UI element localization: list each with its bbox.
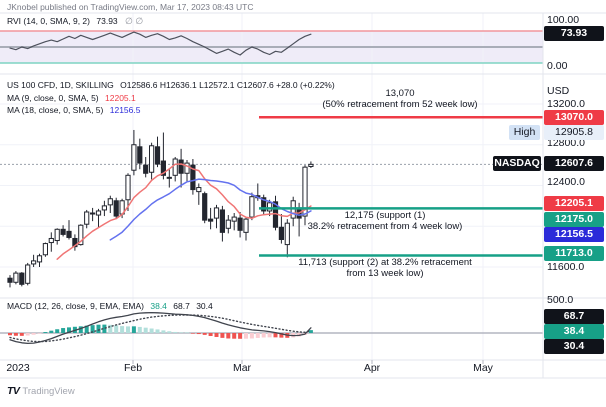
- rvi-value-badge: 73.93: [544, 26, 604, 41]
- high-value-badge: 12905.8: [544, 125, 604, 140]
- ma18-price-badge: 12156.5: [544, 227, 604, 242]
- rvi-axis-bottom-tick: 0.00: [547, 60, 568, 72]
- symbol-ohlc-values: O12586.6 H12636.1 L12572.1 C12607.6 +28.…: [120, 80, 335, 90]
- support2-price-badge: 11713.0: [544, 246, 604, 261]
- macd-value-badge: 68.7: [544, 309, 604, 324]
- support1-price-badge: 12175.0: [544, 212, 604, 227]
- price-tick-12800: 12800.0: [547, 137, 585, 149]
- ma9-legend-value: 12205.1: [105, 93, 136, 103]
- support2-annotation-line1: 11,713 (support (2) at 38.2% retracement: [298, 257, 472, 268]
- macd-legend-label: MACD (12, 26, close, 9, EMA, EMA): [7, 301, 144, 311]
- resistance-annotation: 13,070 (50% retracement from 52 week low…: [260, 88, 540, 110]
- support1-annotation-line2: 38.2% retracement from 4 week low): [307, 220, 463, 232]
- macd-legend[interactable]: MACD (12, 26, close, 9, EMA, EMA) 38.4 6…: [7, 301, 213, 311]
- ma9-legend[interactable]: MA (9, close, 0, SMA, 5) 12205.1: [7, 93, 136, 103]
- resistance-annotation-line1: 13,070: [385, 88, 415, 99]
- currency-label: USD: [547, 85, 570, 97]
- rvi-legend[interactable]: RVI (14, 0, SMA, 9, 2) 73.93 ∅ ∅: [7, 16, 143, 27]
- tradingview-watermark: TV TradingView: [7, 385, 75, 397]
- nasdaq-label-badge: NASDAQ: [493, 156, 541, 171]
- price-tick-13200: 13200.0: [547, 98, 585, 110]
- symbol-title: US 100 CFD, 1D, SKILLING: [7, 80, 114, 90]
- support2-annotation: 11,713 (support (2) at 38.2% retracement…: [245, 257, 525, 279]
- macd-hist-badge: 38.4: [544, 324, 604, 339]
- ma18-legend-label: MA (18, close, 0, SMA, 5): [7, 105, 104, 115]
- support2-annotation-line2: from 13 week low): [346, 267, 424, 279]
- rvi-legend-label: RVI (14, 0, SMA, 9, 2): [7, 16, 90, 26]
- macd-line-value: 68.7: [173, 301, 190, 311]
- tradingview-logo-icon: TV: [7, 385, 20, 397]
- time-label-may: May: [473, 362, 493, 374]
- attribution-text: JKnobel published on TradingView.com, Ma…: [7, 2, 254, 12]
- time-label-2023: 2023: [6, 362, 30, 374]
- rvi-axis-top-tick: 100.00: [547, 14, 580, 26]
- symbol-legend[interactable]: US 100 CFD, 1D, SKILLING O12586.6 H12636…: [7, 80, 335, 90]
- support1-annotation-line1: 12,175 (support (1): [344, 210, 426, 221]
- price-tick-11600: 11600.0: [547, 261, 585, 273]
- macd-hist-value: 38.4: [150, 301, 167, 311]
- ma18-legend-value: 12156.5: [109, 105, 141, 115]
- macd-signal-value: 30.4: [196, 301, 213, 311]
- macd-axis-tick-500: 500.0: [547, 294, 574, 306]
- ma18-legend[interactable]: MA (18, close, 0, SMA, 5) 12156.5: [7, 105, 140, 115]
- price-tick-12400: 12400.0: [547, 176, 585, 188]
- macd-signal-badge: 30.4: [544, 339, 604, 354]
- time-label-feb: Feb: [123, 362, 143, 374]
- hidden-value-icons[interactable]: ∅ ∅: [125, 16, 144, 26]
- ma9-price-badge: 12205.1: [544, 196, 604, 211]
- time-label-mar: Mar: [232, 362, 252, 374]
- time-label-apr: Apr: [363, 362, 381, 374]
- resistance-price-badge: 13070.0: [544, 110, 604, 125]
- tradingview-watermark-text: TradingView: [22, 385, 75, 397]
- support1-annotation: 12,175 (support (1) 38.2% retracement fr…: [245, 210, 525, 232]
- resistance-annotation-line2: (50% retracement from 52 week low): [322, 98, 478, 110]
- ma9-legend-label: MA (9, close, 0, SMA, 5): [7, 93, 99, 103]
- high-label-badge: High: [509, 125, 540, 140]
- last-price-badge: 12607.6: [544, 156, 604, 171]
- rvi-legend-value: 73.93: [96, 16, 118, 26]
